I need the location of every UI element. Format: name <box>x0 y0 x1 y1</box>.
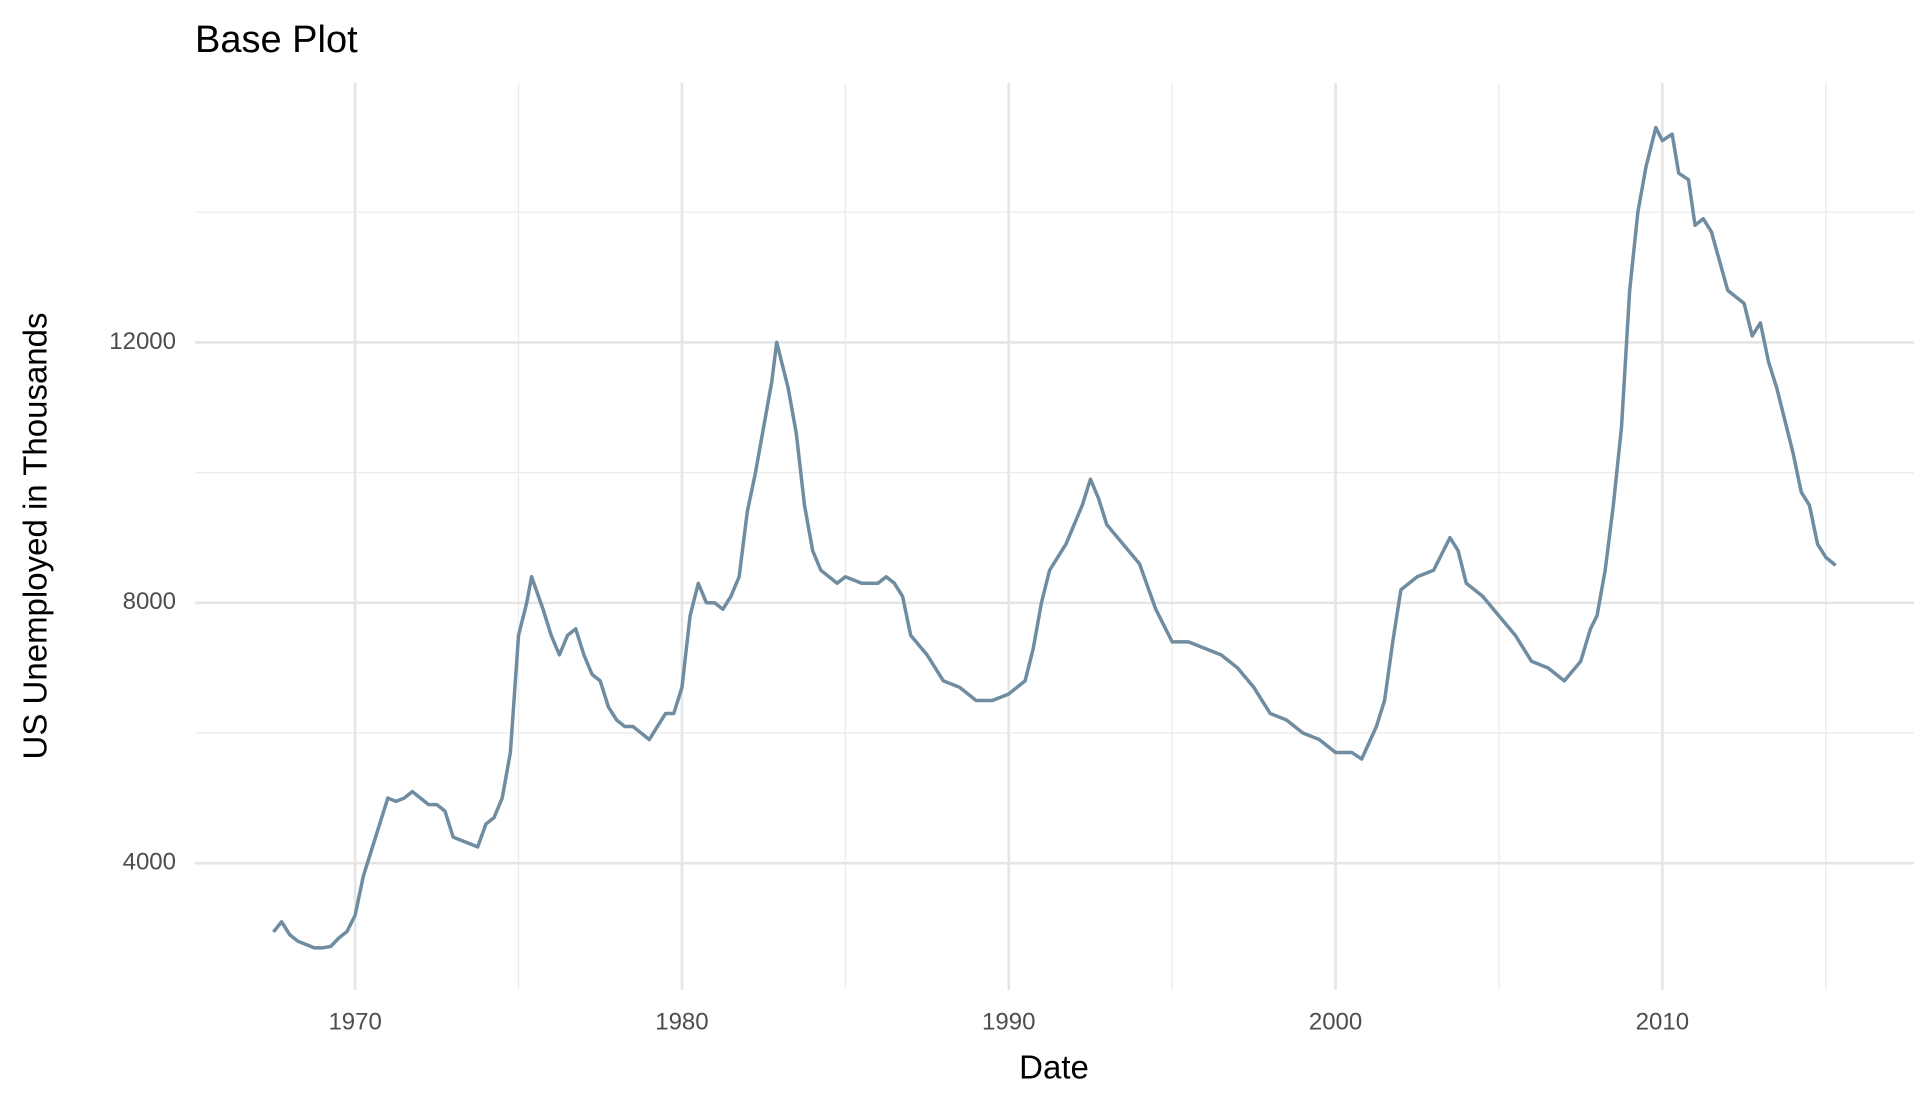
y-axis-title: US Unemployed in Thousands <box>17 313 54 760</box>
y-tick-label: 4000 <box>123 849 176 876</box>
chart-title: Base Plot <box>195 19 358 61</box>
x-axis-title: Date <box>1019 1049 1089 1086</box>
x-tick-label: 1990 <box>982 1008 1035 1035</box>
x-tick-label: 1970 <box>328 1008 381 1035</box>
x-tick-label: 1980 <box>655 1008 708 1035</box>
x-tick-label: 2000 <box>1309 1008 1362 1035</box>
x-tick-label: 2010 <box>1636 1008 1689 1035</box>
y-tick-label: 8000 <box>123 588 176 615</box>
line-series <box>272 125 1837 950</box>
y-tick-label: 12000 <box>109 328 176 355</box>
